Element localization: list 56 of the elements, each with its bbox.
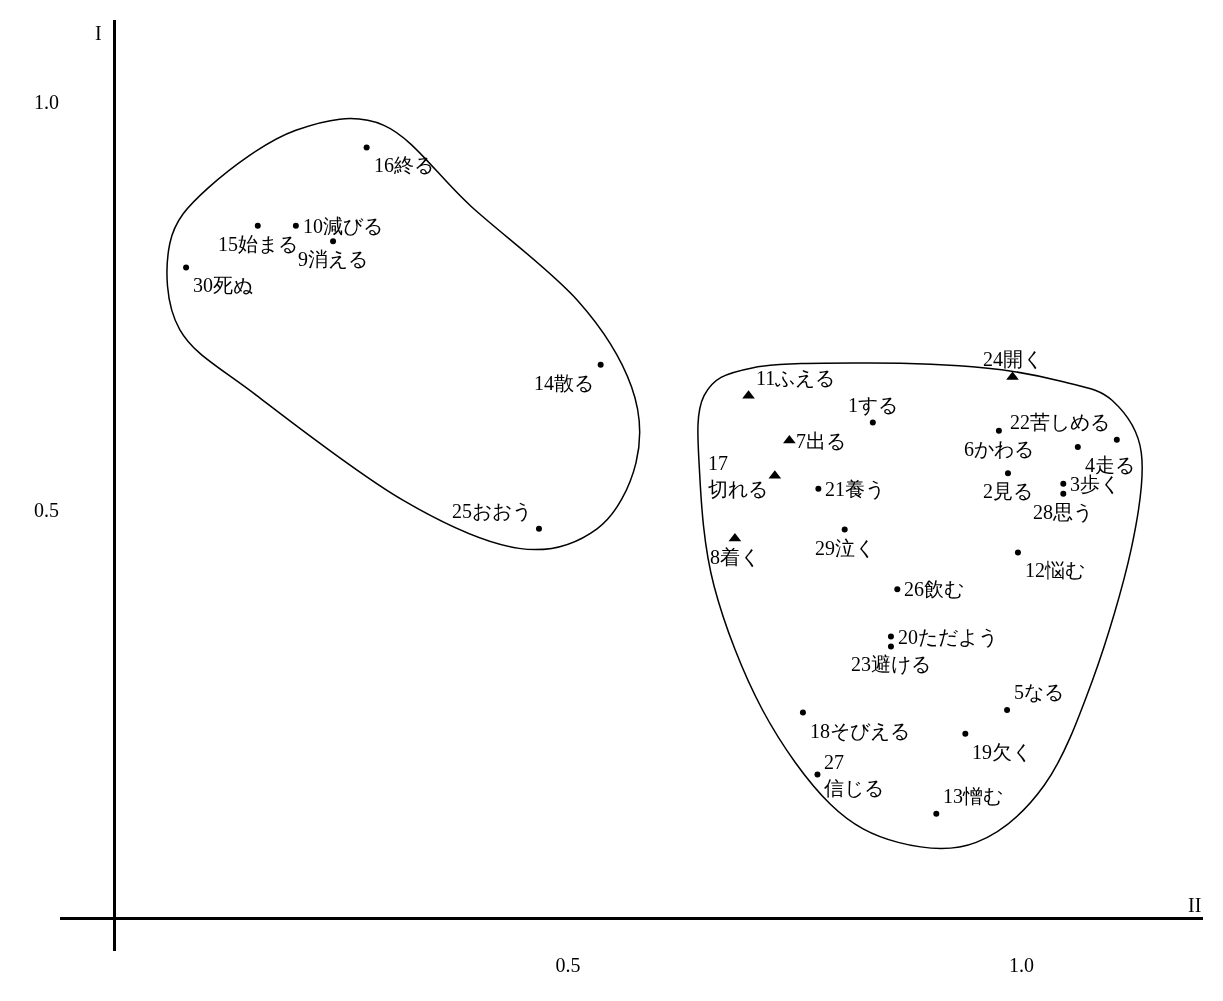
annotation: 22苦しめる [1010, 411, 1110, 433]
annotation: 16終る [374, 154, 434, 176]
point [887, 633, 894, 640]
annotation: 21養う [825, 478, 885, 500]
point [1074, 444, 1081, 451]
point [841, 526, 848, 533]
annotation: 24開く [983, 348, 1043, 370]
point [894, 586, 901, 593]
point [1004, 470, 1011, 477]
point [1113, 436, 1120, 443]
point [363, 144, 370, 151]
point [814, 771, 821, 778]
annotation: 14散る [534, 372, 594, 394]
annotation: 28思う [1033, 501, 1093, 523]
annotation: 12悩む [1025, 559, 1085, 581]
point [1060, 480, 1067, 487]
annotation: 7出る [796, 430, 846, 452]
point [183, 264, 190, 271]
annotation: 25おおう [452, 500, 532, 522]
x-axis-title: II [1188, 894, 1202, 916]
point [799, 709, 806, 716]
point [330, 238, 337, 245]
point [887, 643, 894, 650]
annotation: 15始まる [218, 233, 298, 255]
annotation: 18そびえる [810, 720, 910, 742]
annotation: 17 切れる [708, 452, 768, 500]
annotation: 11ふえる [756, 367, 836, 389]
annotation: 2見る [983, 480, 1033, 502]
annotation: 13憎む [943, 785, 1003, 807]
point [292, 222, 299, 229]
annotation: 3歩く [1070, 473, 1120, 495]
point [254, 222, 261, 229]
point [962, 730, 969, 737]
annotation: 19欠く [972, 741, 1032, 763]
point [869, 419, 876, 426]
point [597, 361, 604, 368]
annotation: 27 信じる [824, 751, 884, 799]
point [1004, 707, 1011, 714]
annotation: 20ただよう [898, 626, 998, 648]
annotation: 23避ける [851, 653, 931, 675]
point [1014, 549, 1021, 556]
annotation: 6かわる [964, 438, 1034, 460]
annotation: 30死ぬ [193, 274, 253, 296]
annotation: 10減びる [303, 215, 383, 237]
point [1060, 490, 1067, 497]
point [535, 525, 542, 532]
point [995, 427, 1002, 434]
annotation: 1する [848, 394, 898, 416]
annotation: 8着く [710, 546, 760, 568]
point [815, 485, 822, 492]
annotation: 26飲む [904, 578, 964, 600]
point [933, 810, 940, 817]
y-axis-title: I [95, 22, 102, 44]
annotation: 29泣く [815, 537, 875, 559]
annotation: 5なる [1014, 681, 1064, 703]
annotation: 9消える [298, 248, 368, 270]
